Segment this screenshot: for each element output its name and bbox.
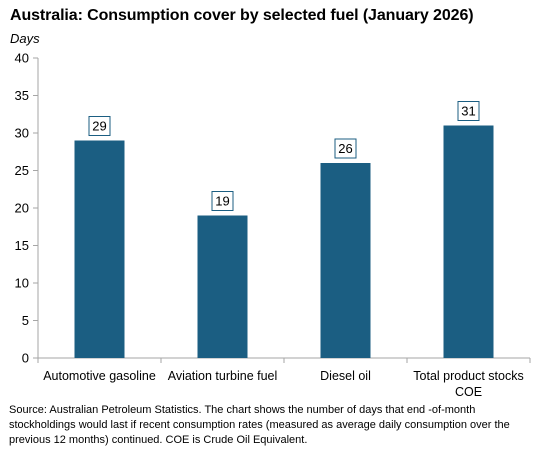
bar [443, 125, 494, 358]
y-tick-label: 20 [15, 201, 29, 216]
y-tick-label: 40 [15, 51, 29, 66]
data-label-box [457, 101, 480, 121]
y-tick-label: 15 [15, 238, 29, 253]
data-label: 31 [461, 104, 475, 119]
data-label: 29 [92, 119, 106, 134]
bar [197, 215, 248, 358]
bar [320, 163, 371, 358]
y-tick-label: 5 [22, 313, 29, 328]
bar [74, 140, 125, 358]
x-category-label: Automotive gasoline [43, 369, 156, 383]
data-label-box [334, 138, 357, 159]
source-note: Source: Australian Petroleum Statistics.… [9, 404, 510, 446]
data-label-box [88, 116, 111, 136]
data-label: 19 [215, 194, 229, 209]
x-category-label: Diesel oil [320, 369, 371, 383]
y-tick-label: 0 [22, 351, 29, 366]
bar-chart: 0 5 10 15 20 25 30 35 40 29 Automotive gasoline 19 A… [15, 51, 531, 399]
x-category-label: COE [455, 385, 482, 399]
x-category-label: Aviation turbine fuel [168, 369, 278, 383]
chart-title: Australia: Consumption cover by selected… [10, 7, 474, 24]
y-tick-label: 25 [15, 163, 29, 178]
data-label: 26 [338, 141, 352, 156]
y-tick-label: 10 [15, 276, 29, 291]
data-label-box [211, 191, 234, 211]
x-category-label: Total product stocks [413, 369, 523, 383]
y-tick-label: 35 [15, 88, 29, 103]
y-tick-label: 30 [15, 126, 29, 141]
y-axis-label: Days [10, 31, 40, 46]
